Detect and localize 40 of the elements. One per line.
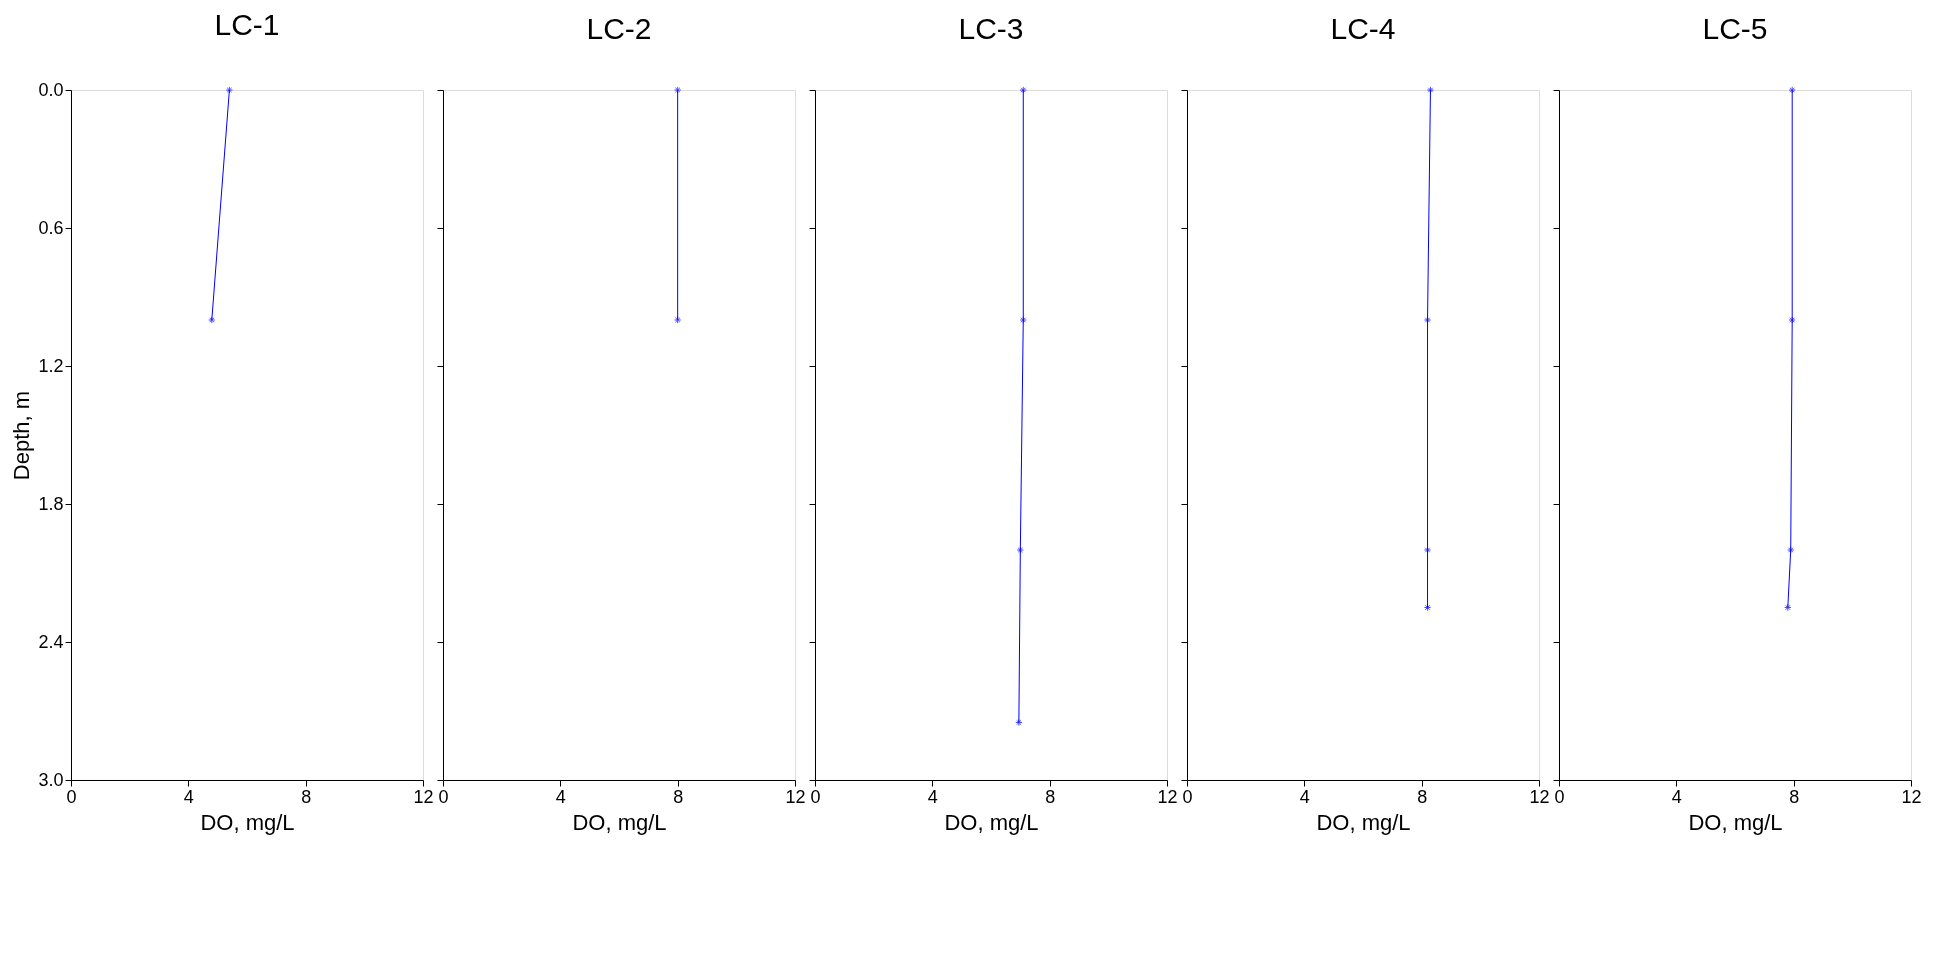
x-tick-label: 12 [785, 786, 806, 807]
x-tick-label: 0 [66, 786, 77, 807]
x-tick-label: 8 [1789, 786, 1800, 807]
point [1426, 86, 1435, 94]
y-axis-title: Depth, m [9, 390, 35, 481]
x-tick-label: 0 [810, 786, 821, 807]
x-axis-title: DO, mg/L [1316, 809, 1411, 835]
chart-title: LC-2 [586, 11, 652, 45]
x-tick-label: 8 [301, 786, 312, 807]
x-tick-label: 8 [673, 786, 684, 807]
x-axis-title: DO, mg/L [1688, 809, 1783, 835]
y-tick-label: 1.8 [38, 493, 64, 514]
x-tick-label: 12 [413, 786, 434, 807]
point [1423, 316, 1432, 324]
x-tick-label: 12 [1529, 786, 1550, 807]
y-tick-label: 0.6 [38, 217, 64, 238]
y-tick-label: 0.0 [38, 79, 64, 100]
y-tick-label: 2.4 [38, 631, 64, 652]
x-tick-label: 4 [1671, 786, 1682, 807]
y-tick-label: 1.2 [38, 355, 64, 376]
point [1423, 546, 1432, 554]
x-tick-label: 4 [1299, 786, 1310, 807]
y-tick-label: 3.0 [38, 769, 64, 790]
x-tick-label: 8 [1417, 786, 1428, 807]
x-tick-label: 4 [555, 786, 566, 807]
x-axis-title: DO, mg/L [200, 809, 295, 835]
chart-title: LC-3 [958, 11, 1024, 45]
chart-title: LC-1 [214, 8, 280, 41]
x-tick-label: 12 [1157, 786, 1178, 807]
x-tick-label: 0 [1554, 786, 1565, 807]
x-tick-label: 4 [183, 786, 194, 807]
x-tick-label: 0 [438, 786, 449, 807]
x-axis-title: DO, mg/L [944, 809, 1039, 835]
x-tick-label: 4 [927, 786, 938, 807]
x-axis-title: DO, mg/L [572, 809, 667, 835]
x-tick-label: 0 [1182, 786, 1193, 807]
x-tick-label: 12 [1901, 786, 1922, 807]
chart-title: LC-5 [1702, 11, 1768, 45]
x-tick-label: 8 [1045, 786, 1056, 807]
chart-title: LC-4 [1330, 11, 1396, 45]
